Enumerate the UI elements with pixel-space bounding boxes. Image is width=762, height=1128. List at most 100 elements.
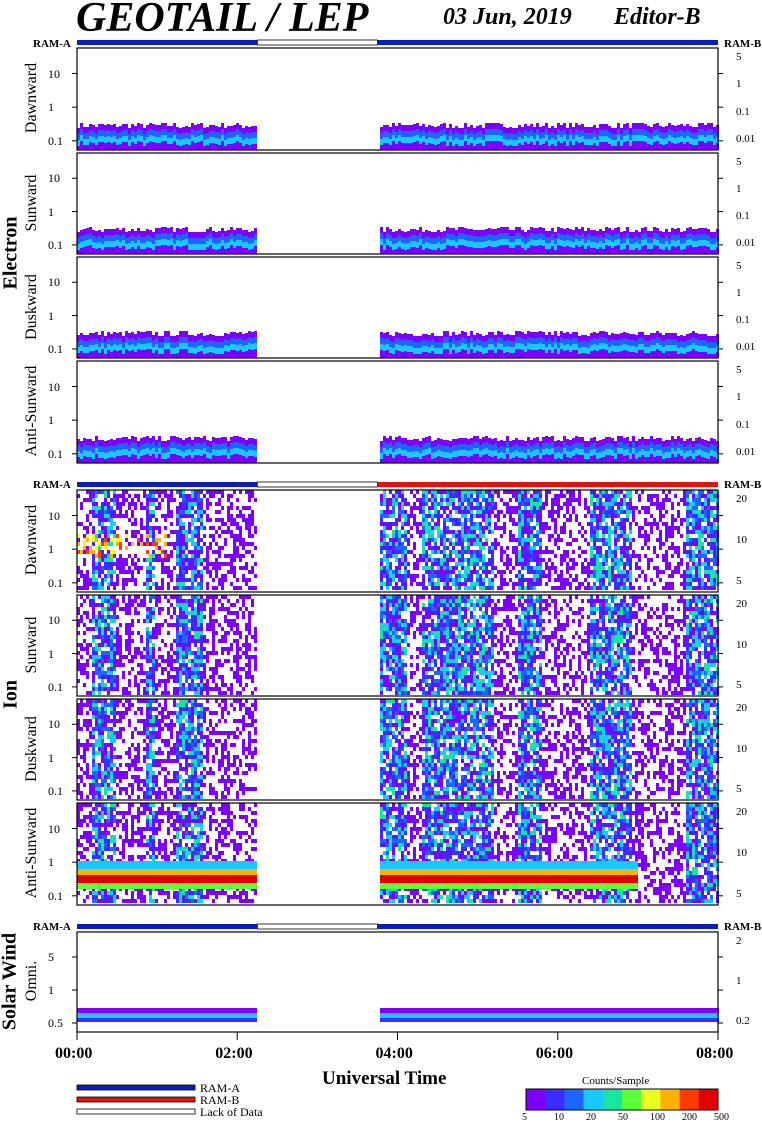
electron-band-cell — [602, 237, 605, 243]
electron-band-cell — [428, 249, 431, 254]
electron-band-cell — [533, 344, 536, 350]
ion-cell — [212, 494, 215, 498]
electron-band-cell — [248, 127, 251, 133]
electron-band-cell — [428, 125, 431, 131]
electron-band-cell — [479, 131, 482, 137]
electron-band-cell — [203, 454, 206, 463]
electron-band-cell — [218, 444, 221, 450]
ion-cell — [521, 510, 524, 514]
electron-band-cell — [638, 244, 641, 250]
ion-cell — [383, 510, 386, 514]
electron-band-cell — [560, 240, 563, 246]
ion-cell — [395, 494, 398, 498]
electron-band-cell — [713, 336, 716, 342]
ion-cell — [446, 526, 449, 530]
ion-cell — [479, 502, 482, 506]
electron-band-cell — [458, 245, 461, 254]
electron-band-cell — [563, 247, 566, 254]
electron-band-cell — [707, 129, 710, 135]
electron-band-cell — [161, 245, 164, 254]
ion-cell — [623, 530, 626, 534]
electron-band-cell — [248, 133, 251, 139]
ion-cell — [182, 550, 185, 554]
electron-band-cell — [707, 123, 710, 129]
ion-cell — [242, 542, 245, 546]
electron-band-cell — [149, 343, 152, 349]
electron-band-cell — [107, 440, 110, 446]
ion-cell — [431, 558, 434, 562]
electron-band-cell — [224, 243, 227, 249]
ion-cell — [512, 586, 515, 590]
ion-cell — [143, 526, 146, 530]
electron-band-cell — [461, 438, 464, 444]
ion-cell — [590, 498, 593, 502]
ion-cell — [467, 546, 470, 550]
electron-band-cell — [515, 349, 518, 358]
ion-cell — [524, 518, 527, 522]
electron-band-cell — [473, 436, 476, 442]
electron-band-cell — [161, 354, 164, 358]
ion-cell — [389, 570, 392, 574]
ion-cell — [221, 518, 224, 522]
electron-band-cell — [482, 248, 485, 254]
ion-cell — [578, 554, 581, 558]
ion-cell — [413, 494, 416, 498]
electron-band-cell — [548, 332, 551, 338]
ion-cell — [470, 498, 473, 502]
electron-band-cell — [98, 446, 101, 452]
ion-cell — [533, 490, 536, 494]
electron-band-cell — [446, 227, 449, 233]
electron-band-cell — [215, 438, 218, 444]
ion-cell — [167, 494, 170, 498]
electron-band-cell — [674, 241, 677, 247]
electron-band-cell — [95, 249, 98, 254]
ion-cell — [164, 518, 167, 522]
electron-band-cell — [233, 344, 236, 350]
ion-cell — [494, 566, 497, 570]
ion-cell — [230, 530, 233, 534]
electron-band-cell — [482, 236, 485, 242]
electron-band-cell — [677, 454, 680, 463]
ion-cell — [539, 554, 542, 558]
ion-cell — [167, 566, 170, 570]
ion-cell — [230, 502, 233, 506]
electron-band-cell — [710, 238, 713, 244]
electron-band-cell — [407, 340, 410, 346]
electron-band-cell — [500, 124, 503, 130]
ion-cell — [446, 562, 449, 566]
ion-cell — [536, 514, 539, 518]
electron-band-cell — [506, 239, 509, 245]
electron-band-cell — [602, 349, 605, 358]
ion-cell — [614, 554, 617, 558]
electron-band-cell — [248, 343, 251, 349]
electron-band-cell — [545, 341, 548, 347]
ion-cell — [95, 570, 98, 574]
electron-band-cell — [659, 438, 662, 444]
electron-band-cell — [713, 232, 716, 238]
electron-band-cell — [110, 131, 113, 137]
ion-cell — [614, 586, 617, 590]
electron-band-cell — [182, 139, 185, 145]
electron-band-cell — [86, 341, 89, 347]
ion-cell — [488, 550, 491, 554]
ion-cell — [152, 510, 155, 514]
ion-cell — [251, 514, 254, 518]
ion-cell — [554, 530, 557, 534]
electron-band-cell — [92, 125, 95, 131]
electron-band-cell — [209, 239, 212, 245]
electron-band-cell — [491, 338, 494, 344]
ion-cell — [566, 570, 569, 574]
electron-band-cell — [611, 230, 614, 236]
electron-band-cell — [524, 136, 527, 142]
electron-band-cell — [83, 139, 86, 145]
electron-band-cell — [248, 444, 251, 450]
electron-band-cell — [146, 442, 149, 448]
electron-band-cell — [569, 340, 572, 346]
ion-cell — [233, 522, 236, 526]
ion-cell — [479, 566, 482, 570]
electron-band-cell — [599, 337, 602, 343]
electron-band-cell — [80, 339, 83, 345]
electron-band-cell — [170, 126, 173, 132]
electron-band-cell — [173, 135, 176, 141]
ion-cell — [575, 578, 578, 582]
